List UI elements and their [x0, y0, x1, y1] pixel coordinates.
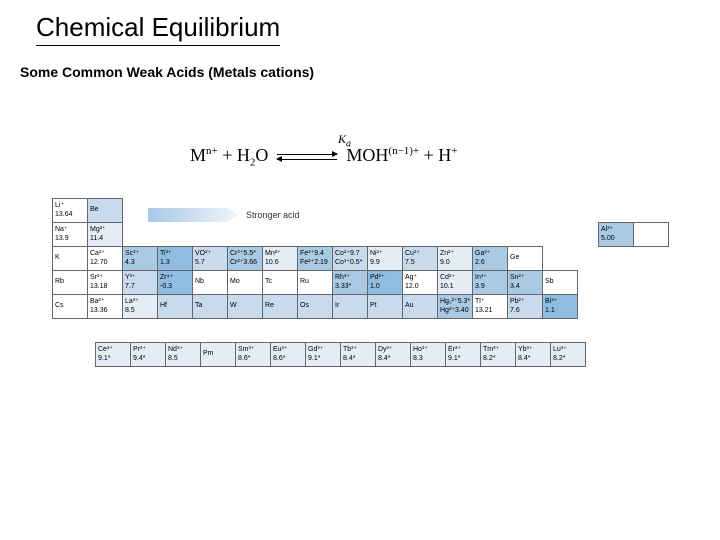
periodic-table-lanthanides: Ce³⁺9.1*Pr³⁺9.4*Nd³⁺8.5PmSm³⁺8.6*Eu³⁺8.6… [95, 342, 625, 366]
element-cell: Nb [192, 270, 228, 295]
element-cell: Tl⁺13.21 [472, 294, 508, 319]
element-cell: Yb³⁺8.4* [515, 342, 551, 367]
periodic-table-main: Li⁺13.64BeNa⁺13.9Mg²⁺11.4Al³⁺5.00KCa²⁺12… [52, 198, 668, 318]
table-row: Ce³⁺9.1*Pr³⁺9.4*Nd³⁺8.5PmSm³⁺8.6*Eu³⁺8.6… [95, 342, 625, 367]
element-cell: Ir [332, 294, 368, 319]
element-cell: Zn²⁺9.0 [437, 246, 473, 271]
element-cell: Os [297, 294, 333, 319]
element-cell: VO²⁺5.7 [192, 246, 228, 271]
element-cell: Ga³⁺2.6 [472, 246, 508, 271]
element-cell: Na⁺13.9 [52, 222, 88, 247]
element-cell: Ag⁺12.0 [402, 270, 438, 295]
element-cell: Eu³⁺8.6* [270, 342, 306, 367]
element-cell: Au [402, 294, 438, 319]
element-cell: Li⁺13.64 [52, 198, 88, 223]
element-cell: Re [262, 294, 298, 319]
element-cell: Ta [192, 294, 228, 319]
element-cell: Sc³⁺4.3 [122, 246, 158, 271]
element-cell: Al³⁺5.00 [598, 222, 634, 247]
element-cell: Dy³⁺8.4* [375, 342, 411, 367]
element-cell: K [52, 246, 88, 271]
element-cell: Hf [157, 294, 193, 319]
element-cell: Rh³⁺3.33* [332, 270, 368, 295]
element-cell: Cd²⁺10.1 [437, 270, 473, 295]
page-subtitle: Some Common Weak Acids (Metals cations) [20, 64, 314, 80]
element-cell: Ru [297, 270, 333, 295]
element-cell: Bi³⁺1.1 [542, 294, 578, 319]
element-cell: Y³⁺7.7 [122, 270, 158, 295]
element-cell: Sm³⁺8.6* [235, 342, 271, 367]
element-cell: Pt [367, 294, 403, 319]
table-row: KCa²⁺12.70Sc³⁺4.3Ti³⁺1.3VO²⁺5.7Cr³⁺5.5*C… [52, 246, 668, 271]
element-cell: Tm³⁺8.2* [480, 342, 516, 367]
element-cell: Cs [52, 294, 88, 319]
element-cell: In³⁺3.9 [472, 270, 508, 295]
element-cell: Zr⁴⁺-0.3 [157, 270, 193, 295]
element-cell: W [227, 294, 263, 319]
element-cell: Ce³⁺9.1* [95, 342, 131, 367]
element-cell: Ni²⁺9.9 [367, 246, 403, 271]
element-cell: Pd²⁺1.0 [367, 270, 403, 295]
element-cell: Ti³⁺1.3 [157, 246, 193, 271]
element-cell: Pr³⁺9.4* [130, 342, 166, 367]
element-cell: Ca²⁺12.70 [87, 246, 123, 271]
reaction-equation: Mn+ + H2O MOH(n−1)+ + H+ [190, 145, 458, 169]
element-cell: Mn²⁺10.6 [262, 246, 298, 271]
element-cell: Er³⁺9.1* [445, 342, 481, 367]
element-cell: Lu³⁺8.2* [550, 342, 586, 367]
element-cell: Fe³⁺9.4Fe²⁺2.19 [297, 246, 333, 271]
element-cell: Ge [507, 246, 543, 271]
element-cell: Sn²⁺3.4 [507, 270, 543, 295]
element-cell: Cu²⁺7.5 [402, 246, 438, 271]
element-cell: Mo [227, 270, 263, 295]
element-cell: Co²⁺9.7Co³⁺0.5* [332, 246, 368, 271]
element-cell: Pb²⁺7.6 [507, 294, 543, 319]
table-row: Na⁺13.9Mg²⁺11.4 Al³⁺5.00 [52, 222, 668, 247]
element-cell: Ho³⁺8.3 [410, 342, 446, 367]
table-row: CsBa²⁺13.36La³⁺8.5HfTaWReOsIrPtAuHg₂²⁺5.… [52, 294, 668, 319]
element-cell: Gd³⁺9.1* [305, 342, 341, 367]
table-row: RbSr²⁺13.18Y³⁺7.7Zr⁴⁺-0.3NbMoTcRuRh³⁺3.3… [52, 270, 668, 295]
element-cell: Hg₂²⁺5.3*Hg²⁺3.40 [437, 294, 473, 319]
element-cell: Nd³⁺8.5 [165, 342, 201, 367]
element-cell: Ba²⁺13.36 [87, 294, 123, 319]
element-cell: La³⁺8.5 [122, 294, 158, 319]
element-cell: Rb [52, 270, 88, 295]
element-cell: Be [87, 198, 123, 223]
element-cell: Sb [542, 270, 578, 295]
element-cell: Pm [200, 342, 236, 367]
page-title: Chemical Equilibrium [36, 12, 280, 46]
element-cell: Tc [262, 270, 298, 295]
element-cell: Mg²⁺11.4 [87, 222, 123, 247]
element-cell: Tb³⁺8.4* [340, 342, 376, 367]
element-cell [633, 222, 669, 247]
table-row: Li⁺13.64Be [52, 198, 668, 223]
element-cell: Cr³⁺5.5*Cr²⁺3.66 [227, 246, 263, 271]
element-cell: Sr²⁺13.18 [87, 270, 123, 295]
